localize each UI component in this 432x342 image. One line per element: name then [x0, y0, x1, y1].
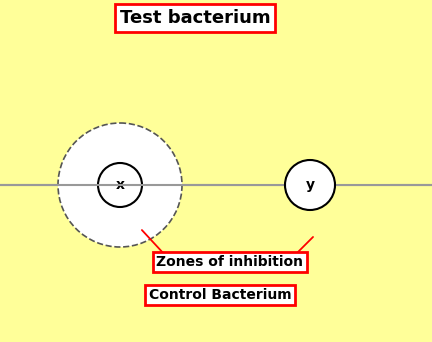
Text: x: x [115, 178, 124, 192]
Wedge shape [235, 110, 385, 185]
Text: Control Bacterium: Control Bacterium [149, 288, 291, 302]
Text: Test bacterium: Test bacterium [120, 9, 270, 27]
Text: y: y [305, 178, 314, 192]
Circle shape [58, 123, 182, 247]
Text: Zones of inhibition: Zones of inhibition [156, 255, 304, 269]
Bar [230, 0, 390, 185]
Circle shape [98, 163, 142, 207]
Circle shape [285, 160, 335, 210]
